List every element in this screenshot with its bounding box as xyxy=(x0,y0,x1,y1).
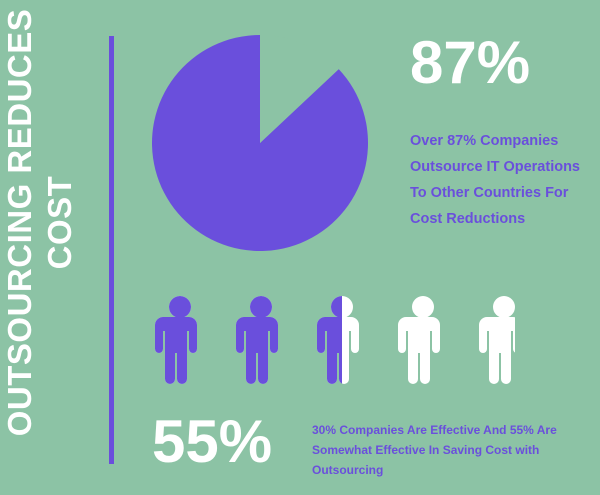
person-icon xyxy=(479,296,515,384)
bottom-description: 30% Companies Are Effective And 55% Are … xyxy=(312,423,557,477)
vertical-title: OUTSOURCING REDUCES COST xyxy=(0,0,120,470)
title-line-1: OUTSOURCING REDUCES xyxy=(1,8,38,437)
person-icon xyxy=(155,296,197,384)
top-description: Over 87% Companies Outsource IT Operatio… xyxy=(410,133,580,227)
title-line-2: COST xyxy=(41,175,78,270)
top-percentage: 87% xyxy=(410,29,531,96)
person-icon xyxy=(317,296,359,384)
pie-slice-2 xyxy=(260,35,339,143)
bottom-percentage: 55% xyxy=(152,408,273,475)
person-icon xyxy=(398,296,440,384)
people-pictogram xyxy=(155,296,515,384)
pie-chart xyxy=(152,35,368,251)
vertical-divider xyxy=(109,36,114,464)
person-icon xyxy=(236,296,278,384)
